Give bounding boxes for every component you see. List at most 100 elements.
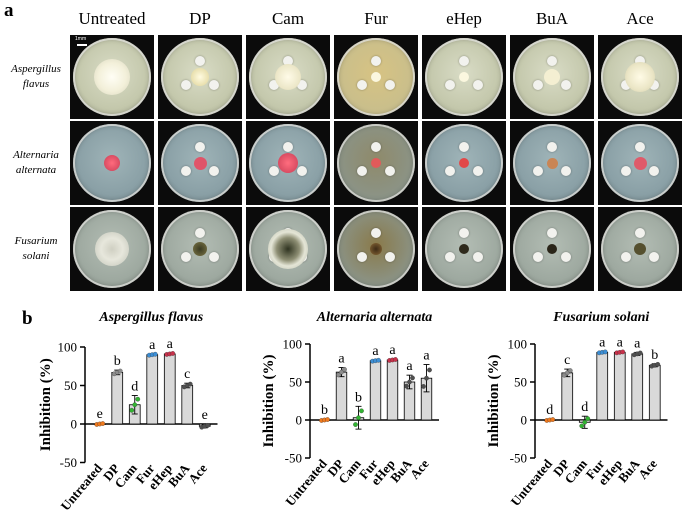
column-header-cam: Cam	[271, 9, 305, 28]
treatment-disc	[445, 166, 456, 176]
plate-photo	[158, 121, 242, 205]
significance-letter: a	[423, 349, 430, 364]
column-header-bua: BuA	[535, 9, 569, 28]
replicate-point	[356, 415, 361, 421]
treatment-disc	[181, 166, 192, 176]
replicate-point	[602, 349, 608, 355]
treatment-disc	[648, 252, 659, 262]
significance-letter: b	[355, 390, 362, 405]
replicate-point	[424, 375, 429, 381]
treatment-disc	[283, 56, 293, 66]
chart-1: Aspergillus flavus Inhibition (%) -50 0 50 10…	[38, 310, 218, 513]
treatment-disc	[208, 80, 219, 90]
y-axis-label: Inhibition (%)	[38, 358, 54, 451]
plate-photo	[422, 207, 506, 291]
y-tick-label: -50	[60, 455, 77, 470]
scale-bar-label: 1mm	[75, 36, 87, 42]
significance-letter: a	[338, 352, 345, 367]
y-tick-label: 50	[514, 375, 527, 390]
fungal-colony	[278, 153, 298, 173]
row-header-alternaria-alternata: Alternaria alternata	[13, 149, 59, 176]
significance-letter: a	[167, 337, 174, 352]
column-header-untreated: Untreated	[78, 9, 146, 28]
plate-photo	[422, 35, 506, 119]
treatment-disc	[269, 166, 280, 176]
replicate-point	[567, 368, 573, 373]
plate-photo	[334, 207, 418, 291]
plate-photo	[246, 207, 330, 291]
treatment-disc	[384, 166, 395, 176]
treatment-disc	[208, 166, 219, 176]
plate-photo	[158, 35, 242, 119]
replicate-point	[637, 350, 643, 356]
replicate-point	[152, 351, 158, 357]
replicate-point	[342, 367, 347, 372]
treatment-disc	[371, 228, 381, 238]
fungal-colony	[95, 232, 129, 266]
inhibition-bar-charts: Aspergillus flavus Inhibition (%) -50 0 50 10…	[38, 310, 668, 513]
treatment-disc	[181, 252, 192, 262]
bar	[146, 354, 159, 425]
plate-photo	[510, 121, 594, 205]
treatment-disc	[195, 228, 205, 238]
replicate-point	[393, 357, 398, 362]
y-tick-label: -50	[285, 451, 302, 466]
chart-title: Aspergillus flavus	[98, 310, 203, 325]
significance-letter: d	[131, 380, 138, 395]
replicate-point	[582, 419, 588, 425]
replicate-point	[620, 349, 626, 355]
fungal-colony	[104, 155, 120, 171]
fungal-colony	[94, 59, 130, 95]
y-tick-label: 0	[521, 413, 528, 428]
significance-letter: e	[97, 407, 103, 422]
fungal-colony	[370, 243, 382, 255]
treatment-disc	[472, 166, 483, 176]
bar	[631, 353, 644, 421]
y-tick-label: 100	[283, 337, 303, 352]
treatment-disc	[547, 142, 557, 152]
treatment-disc	[195, 142, 205, 152]
plate-photo	[158, 207, 242, 291]
replicate-point	[117, 368, 123, 374]
plate-photo	[598, 35, 682, 119]
treatment-disc	[445, 252, 456, 262]
treatment-disc	[533, 252, 544, 262]
fungal-colony	[459, 72, 469, 82]
replicate-point	[410, 375, 415, 381]
column-header-dp: DP	[189, 9, 211, 28]
fungal-colony	[268, 229, 308, 269]
row-header-fusarium-solani: Fusarium solani	[14, 235, 58, 262]
replicate-point	[585, 416, 591, 421]
chart-title: Fusarium solani	[552, 310, 649, 325]
chart-2: Alternaria alternata Inhibition (%) -50 0 50…	[261, 310, 439, 509]
bar	[561, 372, 574, 421]
column-header-ehep: eHep	[446, 9, 482, 28]
replicate-point	[205, 423, 211, 428]
fungal-colony	[371, 158, 381, 168]
treatment-disc	[547, 56, 557, 66]
replicate-point	[579, 423, 585, 429]
row-header-aspergillus-flavus: Aspergillus flavus	[11, 63, 61, 90]
y-tick-label: 100	[58, 340, 78, 355]
replicate-point	[135, 396, 141, 402]
treatment-disc	[621, 252, 632, 262]
fungal-colony	[459, 158, 469, 168]
fungal-colony	[193, 156, 207, 170]
replicate-point	[339, 369, 344, 375]
significance-letter: a	[149, 338, 156, 353]
fungal-colony	[193, 242, 207, 256]
treatment-disc	[283, 142, 293, 152]
replicate-point	[359, 408, 364, 414]
significance-letter: e	[202, 408, 208, 423]
treatment-disc	[560, 166, 571, 176]
replicate-point	[170, 351, 176, 356]
replicate-point	[336, 372, 341, 378]
bar	[163, 353, 176, 425]
treatment-disc	[371, 56, 381, 66]
bar	[386, 359, 399, 421]
bar	[369, 360, 382, 421]
significance-letter: a	[617, 336, 624, 351]
replicate-point	[550, 417, 556, 422]
treatment-disc	[296, 166, 307, 176]
